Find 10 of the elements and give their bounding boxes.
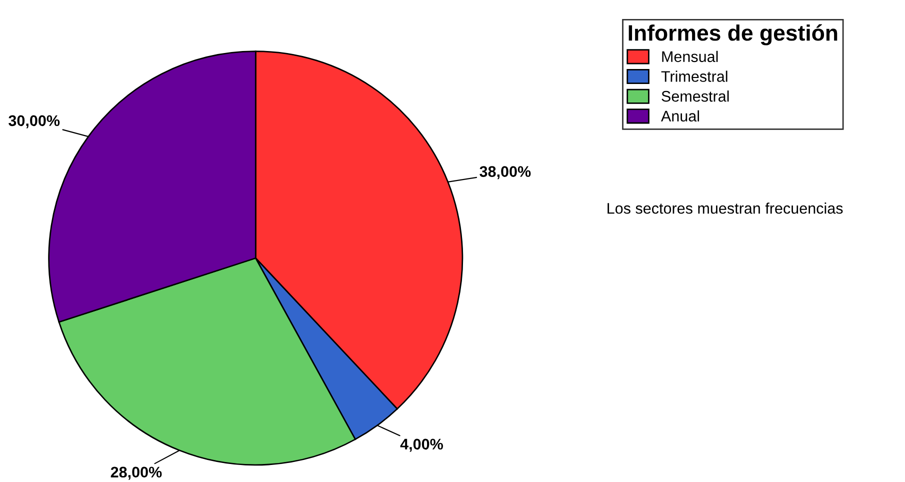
legend-label: Trimestral [661,70,728,82]
data-label: 30,00% [8,115,60,128]
data-label: 38,00% [480,166,531,180]
legend-label: Semestral [662,90,729,102]
legend-label: Anual [660,110,700,122]
legend-title: Informes de gestión [628,24,838,46]
data-label: 4,00% [400,438,443,452]
data-label: 28,00% [110,466,162,480]
text: Los sectores muestran frecuencias [608,202,843,214]
legend-label: Mensual [662,50,718,62]
